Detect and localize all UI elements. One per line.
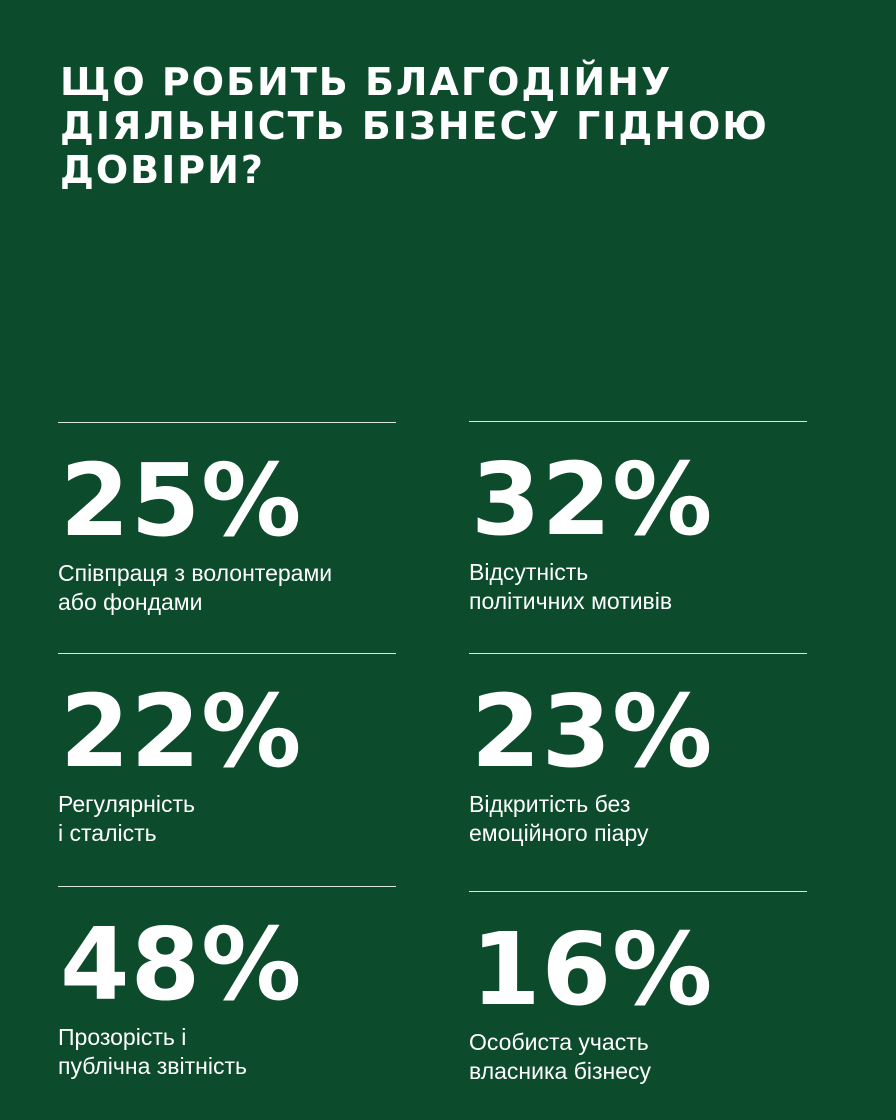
stat-label-line: Відсутність [469, 559, 589, 585]
stat-label-line: Регулярність [58, 791, 196, 817]
stat-label-line: Співпраця з волонтерами [58, 560, 333, 586]
stat-collaboration: 25% Співпраця з волонтерами або фондами [58, 422, 396, 617]
stat-value: 48% [60, 906, 303, 1023]
stat-label-line: Особиста участь [469, 1029, 649, 1055]
stat-label: Особиста участь власника бізнесу [469, 1028, 799, 1086]
divider [58, 422, 396, 423]
stat-label: Відсутність політичних мотивів [469, 558, 799, 616]
divider [469, 421, 807, 422]
stat-openness: 23% Відкритість без емоційного піару [469, 653, 807, 848]
stat-label-line: політичних мотивів [469, 588, 673, 614]
divider [469, 653, 807, 654]
stat-label-line: власника бізнесу [469, 1058, 652, 1084]
stat-value: 22% [60, 673, 303, 790]
stat-transparency: 48% Прозорість і публічна звітність [58, 886, 396, 1081]
stat-value: 16% [471, 911, 714, 1028]
stat-value: 23% [471, 673, 714, 790]
divider [58, 653, 396, 654]
stat-label-line: Прозорість і [58, 1024, 187, 1050]
stat-label-line: емоційного піару [469, 820, 649, 846]
divider [469, 891, 807, 892]
stat-label: Співпраця з волонтерами або фондами [58, 559, 388, 617]
stat-regularity: 22% Регулярність і сталість [58, 653, 396, 848]
stat-label-line: і сталість [58, 820, 157, 846]
divider [58, 886, 396, 887]
stat-label: Відкритість без емоційного піару [469, 790, 799, 848]
stat-label-line: або фондами [58, 589, 203, 615]
stat-no-political-motives: 32% Відсутність політичних мотивів [469, 421, 807, 616]
stat-label-line: публічна звітність [58, 1053, 247, 1079]
stat-label: Регулярність і сталість [58, 790, 388, 848]
page-title: Що робить благодійну діяльність бізнесу … [60, 60, 769, 192]
stat-value: 25% [60, 442, 303, 559]
stat-value: 32% [471, 441, 714, 558]
stat-label: Прозорість і публічна звітність [58, 1023, 388, 1081]
stat-label-line: Відкритість без [469, 791, 631, 817]
stat-owner-participation: 16% Особиста участь власника бізнесу [469, 891, 807, 1086]
